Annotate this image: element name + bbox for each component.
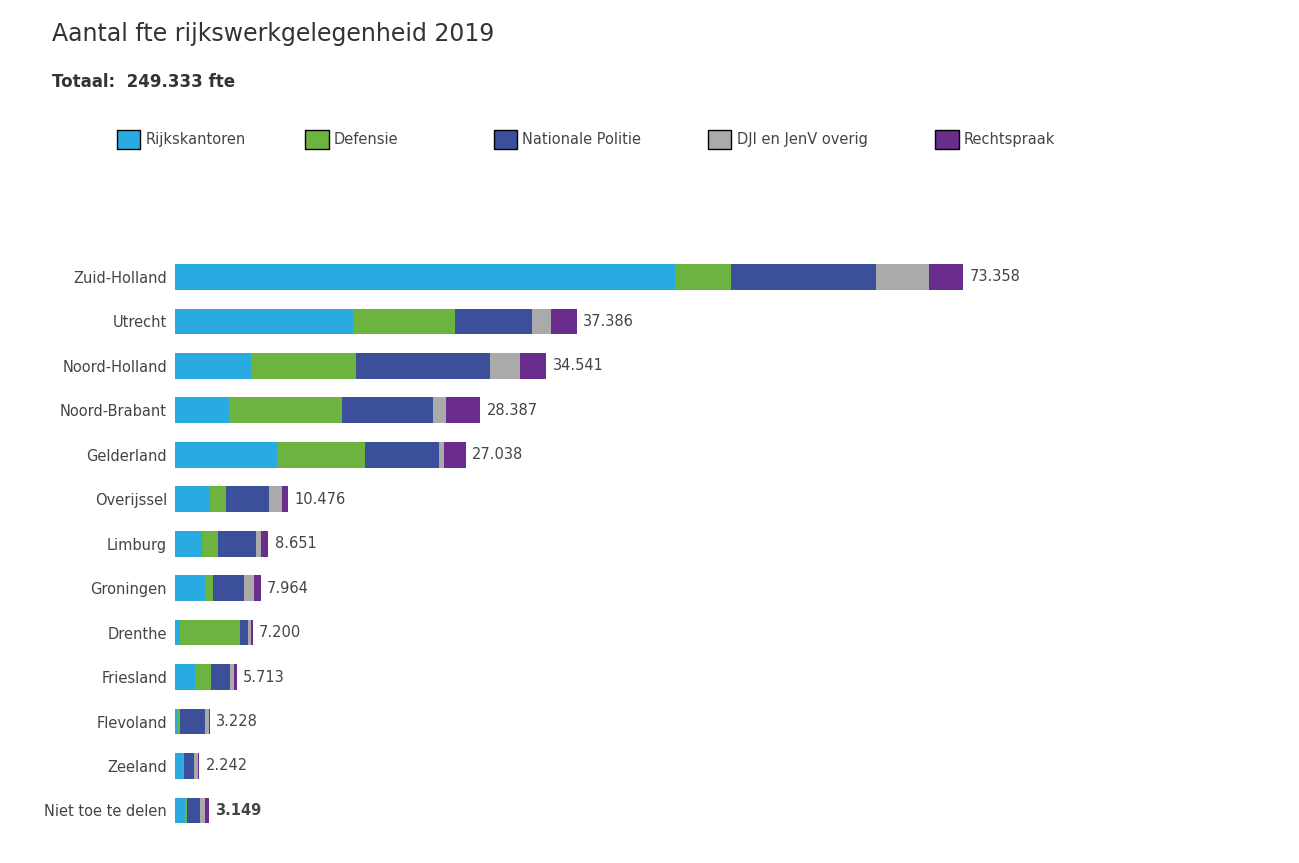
Bar <box>175 531 203 557</box>
Bar <box>175 398 229 423</box>
Text: Totaal:  249.333 fte: Totaal: 249.333 fte <box>52 73 235 91</box>
Bar <box>175 308 352 334</box>
Bar <box>203 531 218 557</box>
Bar <box>175 665 195 690</box>
Bar <box>234 665 236 690</box>
Bar <box>356 353 490 379</box>
Bar <box>175 709 178 734</box>
Text: 73.358: 73.358 <box>969 269 1021 285</box>
Bar <box>226 487 269 512</box>
Bar <box>929 264 964 290</box>
Bar <box>230 665 234 690</box>
Bar <box>248 620 251 646</box>
Bar <box>282 487 288 512</box>
Bar <box>178 709 179 734</box>
Bar <box>244 576 253 601</box>
Bar <box>218 531 256 557</box>
Bar <box>251 620 253 646</box>
Bar <box>179 709 205 734</box>
Bar <box>253 576 261 601</box>
Bar <box>175 797 184 823</box>
Text: 7.200: 7.200 <box>259 625 301 640</box>
Bar <box>251 353 356 379</box>
Text: 37.386: 37.386 <box>583 314 634 329</box>
Bar <box>205 797 209 823</box>
Text: Rechtspraak: Rechtspraak <box>964 132 1055 148</box>
Bar <box>278 442 365 468</box>
Bar <box>175 576 205 601</box>
Text: 3.149: 3.149 <box>216 803 261 818</box>
Bar <box>444 442 466 468</box>
Bar <box>209 487 226 512</box>
Bar <box>175 353 251 379</box>
Bar <box>520 353 547 379</box>
Bar <box>365 442 439 468</box>
Bar <box>205 709 209 734</box>
Text: 7.964: 7.964 <box>268 581 309 595</box>
Bar <box>184 797 187 823</box>
Text: 8.651: 8.651 <box>274 536 317 551</box>
Bar <box>533 308 551 334</box>
Bar <box>175 264 674 290</box>
Text: 5.713: 5.713 <box>243 670 284 684</box>
Bar <box>490 353 520 379</box>
Bar <box>197 753 200 779</box>
Bar <box>352 308 455 334</box>
Bar <box>446 398 481 423</box>
Bar <box>342 398 433 423</box>
Bar <box>229 398 342 423</box>
Text: 2.242: 2.242 <box>205 759 248 773</box>
Text: 28.387: 28.387 <box>487 403 538 418</box>
Bar <box>261 531 269 557</box>
Text: DJI en JenV overig: DJI en JenV overig <box>737 132 868 148</box>
Bar <box>730 264 876 290</box>
Bar <box>187 797 200 823</box>
Bar <box>674 264 730 290</box>
Bar <box>175 487 209 512</box>
Text: Rijkskantoren: Rijkskantoren <box>145 132 246 148</box>
Bar <box>179 620 240 646</box>
Bar <box>175 620 179 646</box>
Bar <box>209 709 210 734</box>
Bar <box>200 797 205 823</box>
Text: 34.541: 34.541 <box>552 358 604 374</box>
Bar <box>269 487 282 512</box>
Bar <box>455 308 533 334</box>
Bar <box>876 264 929 290</box>
Bar <box>551 308 577 334</box>
Bar <box>210 665 230 690</box>
Text: 27.038: 27.038 <box>472 447 523 463</box>
Text: 10.476: 10.476 <box>294 492 346 507</box>
Text: Nationale Politie: Nationale Politie <box>522 132 642 148</box>
Bar <box>213 576 244 601</box>
Bar <box>184 753 194 779</box>
Bar <box>175 442 278 468</box>
Bar <box>194 753 197 779</box>
Bar <box>433 398 446 423</box>
Text: 3.228: 3.228 <box>217 714 259 729</box>
Bar <box>175 753 183 779</box>
Bar <box>439 442 444 468</box>
Bar <box>183 753 184 779</box>
Bar <box>195 665 210 690</box>
Bar <box>256 531 261 557</box>
Text: Defensie: Defensie <box>334 132 399 148</box>
Bar <box>240 620 248 646</box>
Bar <box>205 576 213 601</box>
Text: Aantal fte rijkswerkgelegenheid 2019: Aantal fte rijkswerkgelegenheid 2019 <box>52 22 494 46</box>
